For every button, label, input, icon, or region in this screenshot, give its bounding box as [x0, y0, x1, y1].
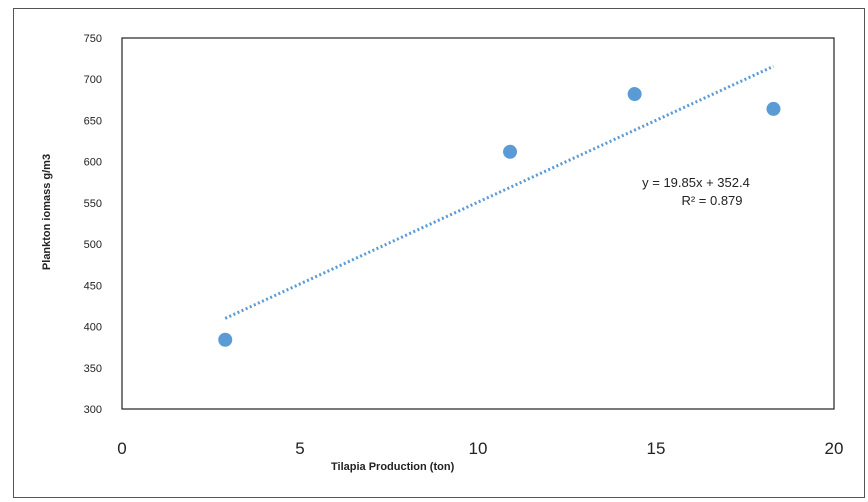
y-tick-label: 650: [84, 115, 102, 127]
trendline: [224, 64, 775, 320]
x-tick-labels: 0 5 10 15 20: [117, 439, 843, 458]
chart-frame: [13, 8, 865, 498]
data-point: [503, 144, 518, 159]
y-axis-label: Plankton iomass g/m3: [41, 154, 53, 270]
y-tick-label: 350: [84, 363, 102, 375]
data-point: [627, 87, 642, 102]
trendline-r-squared: R² = 0.879: [681, 193, 742, 208]
x-tick-label: 5: [295, 439, 304, 458]
y-tick-label: 550: [84, 198, 102, 210]
y-tick-labels: 300 350 400 450 500 550 600 650 700 750: [84, 33, 102, 416]
y-tick-label: 400: [84, 322, 102, 334]
y-tick-label: 750: [84, 33, 102, 45]
x-tick-label: 20: [825, 439, 844, 458]
y-tick-label: 700: [84, 74, 102, 86]
x-tick-label: 10: [469, 439, 488, 458]
y-tick-label: 300: [84, 404, 102, 416]
y-tick-label: 500: [84, 239, 102, 251]
x-axis-label: Tilapia Production (ton): [331, 461, 455, 473]
data-point: [218, 332, 233, 347]
trendline-equation: y = 19.85x + 352.4: [642, 175, 750, 190]
y-tick-label: 600: [84, 157, 102, 169]
y-tick-label: 450: [84, 280, 102, 292]
data-point: [766, 101, 781, 116]
x-tick-label: 15: [647, 439, 666, 458]
x-tick-label: 0: [117, 439, 126, 458]
plot-area: [121, 37, 835, 410]
data-points: [218, 87, 781, 347]
